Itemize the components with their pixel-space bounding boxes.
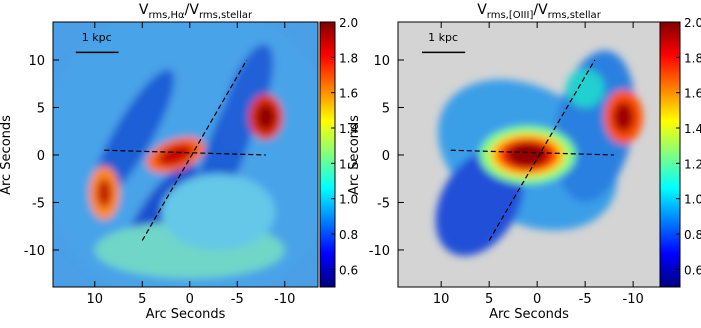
title-subscript: rms,stellar <box>548 10 602 21</box>
y-tick-label: 5 <box>382 101 390 116</box>
x-tick-label: -5 <box>231 292 244 307</box>
colorbar-tick-label: 1.6 <box>339 87 358 101</box>
chart-title: Vrms,Hα/Vrms,stellar <box>139 2 253 21</box>
map-region <box>612 101 635 133</box>
dashed-line <box>450 149 614 156</box>
colorbar-tick-label: 1.2 <box>684 157 701 171</box>
colorbar-tick-label: 1.8 <box>684 51 701 65</box>
x-tick-label: 5 <box>485 292 493 307</box>
x-tick-label: 0 <box>533 292 541 307</box>
colorbar-tick-label: 0.8 <box>684 228 701 242</box>
x-tick-label: -10 <box>623 292 644 307</box>
dashed-line <box>488 59 596 241</box>
scale-label: 1 kpc <box>428 31 458 44</box>
map <box>53 22 318 287</box>
colorbar-tick-label: 0.6 <box>684 263 701 277</box>
map-region <box>96 178 112 208</box>
map <box>398 22 660 287</box>
map-region <box>565 69 605 108</box>
scale-label: 1 kpc <box>82 31 112 44</box>
x-tick-label: 10 <box>87 292 104 307</box>
colorbar-tick-label: 0.6 <box>339 263 358 277</box>
colorbar-tick-label: 1.8 <box>339 51 358 65</box>
x-tick-label: 10 <box>433 292 450 307</box>
title-text: /V <box>533 2 548 18</box>
colorbar <box>659 21 681 288</box>
y-tick-label: 10 <box>28 54 45 69</box>
y-tick-label: -10 <box>369 244 390 259</box>
colorbar-tick-label: 1.6 <box>684 87 701 101</box>
title-text: /V <box>185 2 200 18</box>
chart-title: Vrms,[OIII]/Vrms,stellar <box>477 2 602 21</box>
colorbar-tick-label: 1.0 <box>339 193 358 207</box>
x-tick-label: 5 <box>138 292 146 307</box>
map-region <box>161 173 276 250</box>
map-region <box>506 142 549 168</box>
colorbar-tick-label: 1.0 <box>684 193 701 207</box>
x-tick-label: -10 <box>274 292 295 307</box>
y-tick-label: -5 <box>32 196 45 211</box>
y-tick-label: -10 <box>24 244 45 259</box>
map-region <box>220 44 274 152</box>
colorbar-tick-label: 1.4 <box>684 122 701 136</box>
x-tick-label: 0 <box>186 292 194 307</box>
colorbar-tick-label: 2.0 <box>684 16 701 30</box>
title-subscript: rms,Hα <box>148 10 185 21</box>
title-subscript: rms,[OIII] <box>487 10 534 21</box>
x-tick-label: -5 <box>579 292 592 307</box>
map-blobs <box>435 50 643 256</box>
y-tick-label: 0 <box>37 149 45 164</box>
title-subscript: rms,stellar <box>199 10 253 21</box>
y-tick-label: 10 <box>373 54 390 69</box>
dashed-line <box>141 59 248 241</box>
map-region <box>91 69 175 203</box>
y-tick-label: -5 <box>377 196 390 211</box>
dashed-line <box>104 149 266 156</box>
x-axis-label: Arc Seconds <box>146 307 226 322</box>
colorbar-tick-label: 2.0 <box>339 16 358 30</box>
map-region <box>256 103 276 131</box>
colorbar-tick-label: 1.4 <box>339 122 358 136</box>
map-region <box>157 143 194 167</box>
colorbar-tick-label: 1.2 <box>339 157 358 171</box>
colorbar-tick-label: 0.8 <box>339 228 358 242</box>
y-tick-label: 5 <box>37 101 45 116</box>
y-tick-label: 0 <box>382 149 390 164</box>
x-axis-label: Arc Seconds <box>489 307 569 322</box>
map-blobs <box>53 22 318 287</box>
title-text: V <box>477 2 487 18</box>
title-text: V <box>139 2 149 18</box>
y-axis-label: Arc Seconds <box>347 115 362 195</box>
y-axis-label: Arc Seconds <box>0 115 14 195</box>
colorbar <box>319 21 336 288</box>
